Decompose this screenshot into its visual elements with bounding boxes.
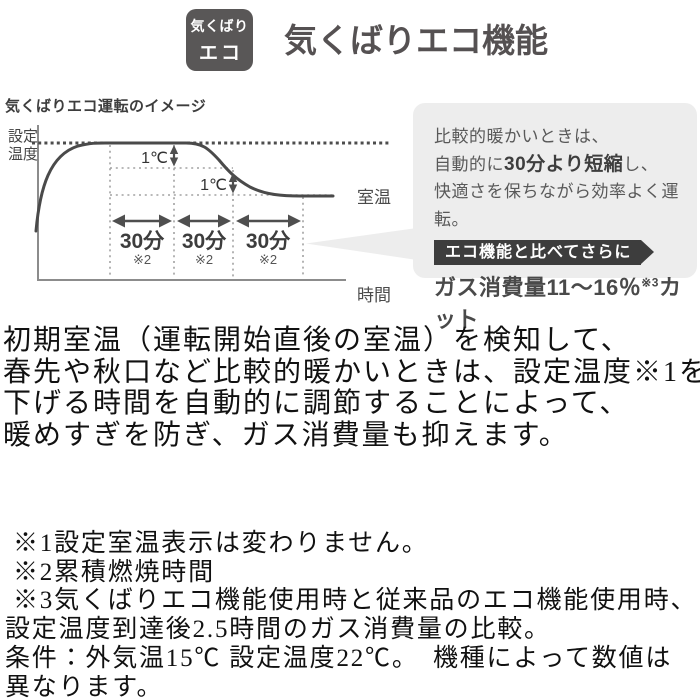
gas-savings-main: ガス消費量11～16％ xyxy=(434,275,642,300)
comparison-flag: エコ機能と比べてさらに xyxy=(434,240,655,265)
footnote-3: ※3気くばりエコ機能使用時と従来品のエコ機能使用時、 xyxy=(13,587,698,615)
eco-badge-label-bottom: エコ xyxy=(198,42,243,64)
footnote-2: ※2累積燃焼時間 xyxy=(13,558,215,586)
curve-end-label: 室温 xyxy=(357,188,391,207)
callout-line-1: 比較的暖かいときは、 xyxy=(434,127,609,146)
gas-savings-result: ガス消費量11～16％※3カット xyxy=(434,270,697,334)
duration-arrow-3 xyxy=(236,214,301,228)
diagram-title: 気くばりエコ運転のイメージ xyxy=(5,98,207,115)
eco-badge-label-top: 気くばり xyxy=(190,17,249,34)
description-paragraph: 初期室温（運転開始直後の室温）を検知して、 春先や秋口など比較的暖かいときは、設… xyxy=(3,325,700,451)
footnote-3-continued: 設定温度到達後2.5時間のガス消費量の比較。 xyxy=(5,616,551,644)
delta-label-2: 1℃ xyxy=(200,177,227,194)
delta-label-1: 1℃ xyxy=(141,150,168,167)
segment-2-duration: 30分 xyxy=(182,230,227,253)
duration-arrow-2 xyxy=(177,214,231,228)
description-line-1: 初期室温（運転開始直後の室温）を検知して、 xyxy=(3,325,631,356)
footnote-conditions-continued: 異なります。 xyxy=(5,673,164,700)
segment-3-duration: 30分 xyxy=(246,230,291,253)
callout-line-2-bold: 30分より短縮 xyxy=(504,153,624,175)
callout-line-2-pre: 自動的に xyxy=(434,154,504,174)
segment-1-duration: 30分 xyxy=(120,230,165,253)
room-temp-curve xyxy=(34,141,335,233)
eco-function-badge: 気くばり エコ xyxy=(186,9,253,71)
footnote-conditions: 条件：外気温15℃ 設定温度22℃。 機種によって数値は xyxy=(5,644,673,672)
callout-line-2-post: し、 xyxy=(623,154,659,174)
y-axis-label-line1: 設定 xyxy=(8,128,38,145)
segment-1-note: ※2 xyxy=(133,252,151,267)
description-line-2: 春先や秋口など比較的暖かいときは、設定温度※1を xyxy=(3,356,700,388)
y-axis-label-line2: 温度 xyxy=(8,146,38,163)
gas-savings-footnote-ref: ※3 xyxy=(641,275,659,290)
callout-line-2: 自動的に30分より短縮し、 xyxy=(434,151,697,179)
duration-arrow-1 xyxy=(112,214,172,228)
description-line-3: 下げる時間を自動的に調節することによって、 xyxy=(3,388,630,419)
x-axis-label: 時間 xyxy=(357,286,391,305)
page-title: 気くばりエコ機能 xyxy=(284,22,548,59)
eco-operation-diagram: 設定 温度 1℃ 1℃ 30分 30分 30分 ※2 ※2 ※2 室温 時間 xyxy=(8,125,391,305)
callout-tail xyxy=(306,228,417,260)
delta-arrow-1 xyxy=(169,145,179,167)
description-line-4: 暖めすぎを防ぎ、ガス消費量も抑えます。 xyxy=(3,419,569,451)
footnote-1: ※1設定室温表示は変わりません。 xyxy=(13,530,429,557)
callout-line-3: 快適さを保ちながら効率よく運転。 xyxy=(434,182,679,229)
segment-3-note: ※2 xyxy=(259,252,277,267)
callout-bubble: 比較的暖かいときは、 自動的に30分より短縮し、 快適さを保ちながら効率よく運転… xyxy=(413,103,697,332)
delta-arrow-2 xyxy=(228,173,238,194)
footnotes: ※1設定室温表示は変わりません。 ※2累積燃焼時間 ※3気くばりエコ機能使用時と… xyxy=(5,530,697,700)
segment-2-note: ※2 xyxy=(195,252,213,267)
gas-savings-tail: カット xyxy=(434,275,682,332)
